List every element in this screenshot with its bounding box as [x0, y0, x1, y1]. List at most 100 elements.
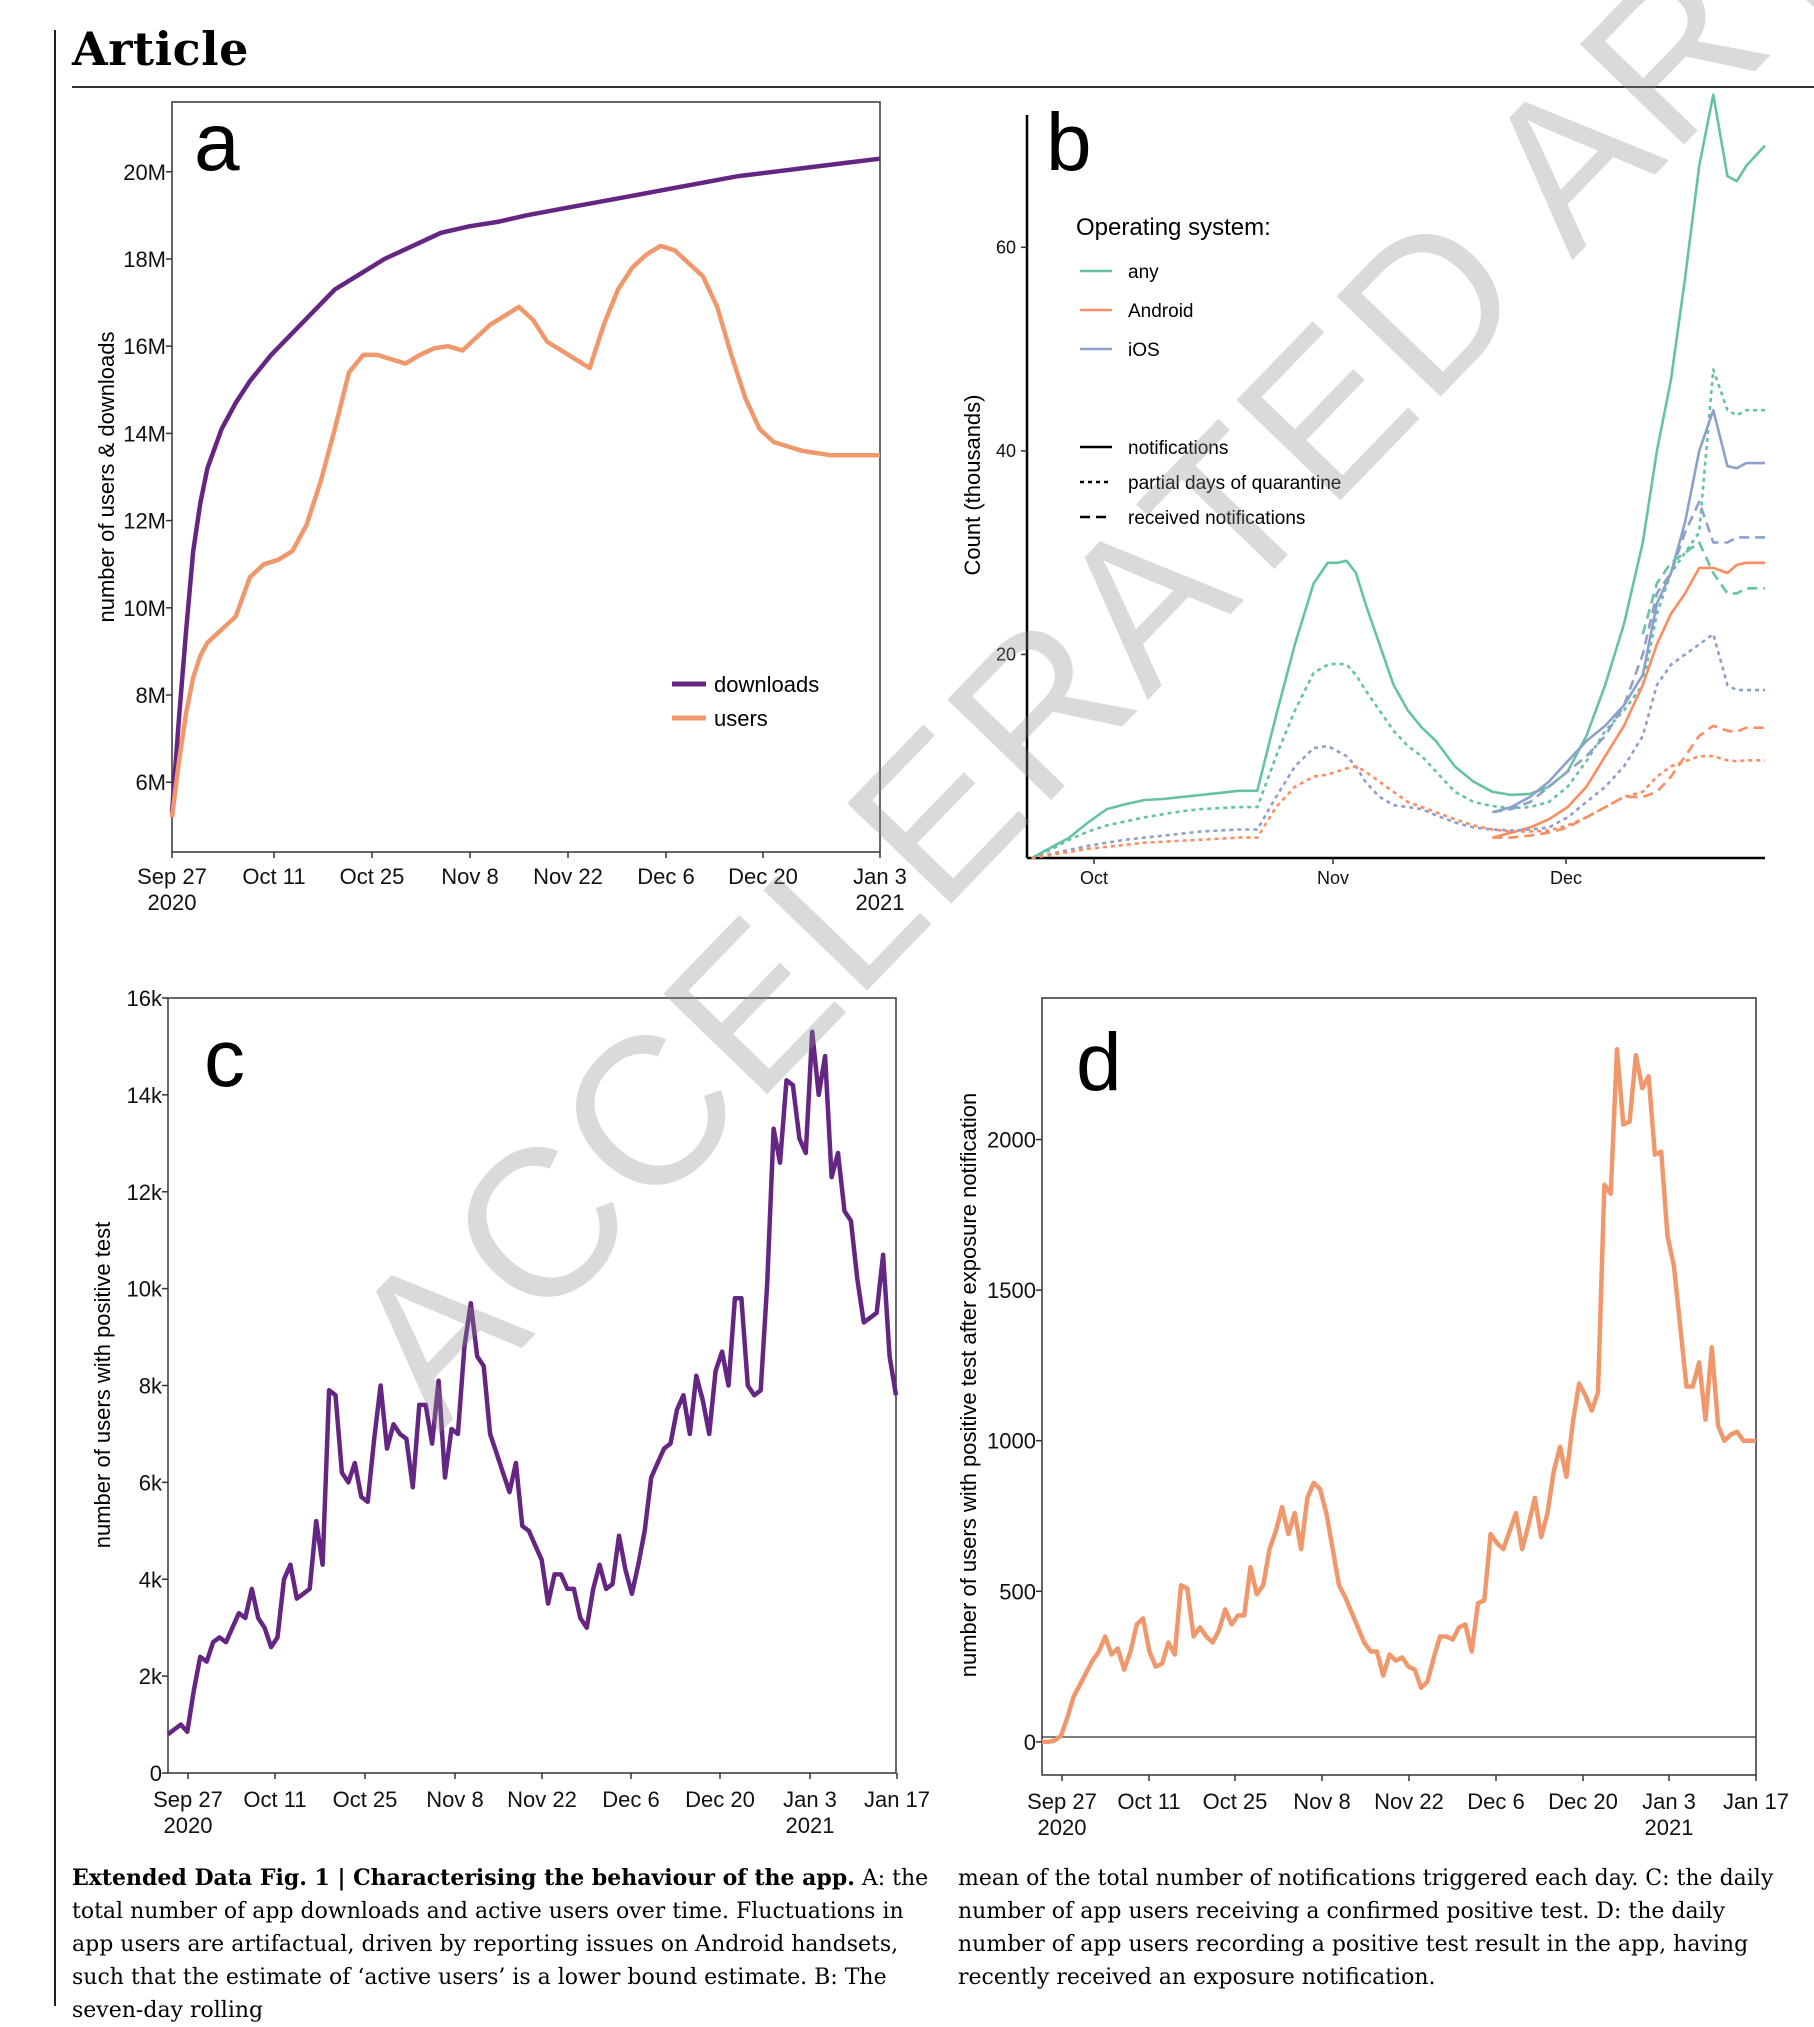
panel-c-y-tick-label: 10k — [127, 1277, 163, 1302]
panel-a-x-tick-label: Oct 25 — [340, 864, 405, 889]
panel-c-label: c — [204, 1013, 245, 1104]
panel-a-y-tick-label: 10M — [123, 596, 166, 621]
panel-a-y-tick-label: 8M — [135, 683, 166, 708]
legend-label-partial-days: partial days of quarantine — [1128, 473, 1341, 494]
panel-a-y-tick-label: 16M — [123, 334, 166, 359]
panel-c-y-axis-title: number of users with positive test — [90, 1222, 115, 1548]
panel-d-x-tick-label-line-0: Sep 27 — [1027, 1789, 1097, 1814]
panel-b-y-tick-label: 20 — [996, 644, 1016, 664]
panel-c-x-tick-label-line-1: 2020 — [164, 1813, 213, 1838]
panel-b-series-android-notifications — [1492, 561, 1765, 839]
panel-c-y-tick-label: 6k — [139, 1470, 163, 1495]
panel-d-x-tick-label: Oct 25 — [1203, 1789, 1268, 1814]
panel-b-series-any-partial-days-of-quarantine — [1031, 368, 1765, 860]
panel-a-series-downloads — [169, 156, 881, 813]
panel-a-x-tick-label: Oct 11 — [242, 864, 305, 889]
panel-d-x-tick-label-line-0: Jan 3 — [1642, 1789, 1696, 1814]
figure-caption-right: mean of the total number of notification… — [958, 1866, 1774, 1990]
panel-c-x-tick-label: Nov 8 — [426, 1787, 483, 1812]
panel-c-y-tick-label: 0 — [150, 1761, 162, 1786]
panel-b-x-tick-label: Nov — [1317, 868, 1349, 888]
panel-c-y-tick-label: 4k — [139, 1567, 163, 1592]
panel-b-series-ios-notifications — [1492, 408, 1765, 814]
panel-d-y-axis-title: number of users with positive test after… — [956, 1093, 981, 1678]
panel-c-x-tick-label-line-0: Jan 3 — [783, 1787, 837, 1812]
panel-a-y-tick-label: 12M — [123, 509, 166, 534]
panel-c-x-tick-label-line-1: 2021 — [786, 1813, 835, 1838]
panel-a-series-users — [169, 243, 880, 818]
panel-b-x-tick-label: Dec — [1550, 868, 1582, 888]
panel-a-x-tick-label: Dec 20 — [728, 864, 798, 889]
panel-c-series-line — [166, 1029, 899, 1737]
panel-d-y-tick-label: 1000 — [987, 1429, 1036, 1454]
panel-a-frame — [171, 101, 881, 853]
panel-d-x-tick-label: Nov 22 — [1374, 1789, 1444, 1814]
panel-a-x-tick-label-line-0: Jan 3 — [853, 864, 907, 889]
panel-d-y-tick-label: 0 — [1024, 1730, 1036, 1755]
panel-a-x-tick-label: Dec 6 — [637, 864, 694, 889]
legend-label-any: any — [1128, 262, 1159, 283]
panel-b-series-android-partial-days-of-quarantine — [1031, 754, 1765, 860]
caption-text-left: A: the total number of app downloads and… — [72, 1866, 929, 2023]
panel-a-x-tick-label-line-1: 2021 — [856, 890, 905, 915]
panel-b-x-tick-label: Oct — [1080, 868, 1108, 888]
page-header-title: Article — [72, 22, 249, 76]
panel-d-frame — [1041, 997, 1757, 1776]
margin-rule — [54, 30, 56, 2006]
legend-label-received: received notifications — [1128, 508, 1305, 529]
panel-c-y-tick-label: 2k — [139, 1664, 163, 1689]
legend-label-android: Android — [1128, 301, 1194, 322]
panel-d-x-tick-label: Dec 20 — [1548, 1789, 1618, 1814]
panel-c-x-tick-label: Oct 11 — [243, 1787, 306, 1812]
panel-d-y-tick-label: 500 — [999, 1579, 1036, 1604]
panel-c-y-tick-label: 16k — [127, 986, 163, 1011]
panel-c-frame — [167, 997, 897, 1774]
panel-c-x-tick-label: Jan 17 — [864, 1787, 930, 1812]
panel-a-x-tick-label-line-0: Sep 27 — [137, 864, 207, 889]
panel-d-y-tick-label: 2000 — [987, 1128, 1036, 1153]
panel-d-x-tick-label-line-1: 2021 — [1645, 1815, 1694, 1840]
panel-a-y-axis-title: number of users & downloads — [94, 331, 119, 622]
panel-d-x-tick-label: Oct 11 — [1117, 1789, 1180, 1814]
panel-c-y-tick-label: 8k — [139, 1374, 163, 1399]
panel-b-y-tick-label: 60 — [996, 237, 1016, 257]
legend-title-operating-system: Operating system: — [1076, 214, 1271, 241]
panel-c-x-tick-label: Oct 25 — [333, 1787, 398, 1812]
panel-d-x-tick-label-line-1: 2020 — [1038, 1815, 1087, 1840]
panel-d-y-tick-label: 1500 — [987, 1278, 1036, 1303]
panel-c-x-tick-label-line-0: Sep 27 — [153, 1787, 223, 1812]
panel-a-x-tick-label: Nov 22 — [533, 864, 603, 889]
panel-a-y-tick-label: 20M — [123, 160, 166, 185]
panel-a-y-tick-label: 18M — [123, 247, 166, 272]
panel-d-series-line — [1042, 1046, 1756, 1745]
legend-label-downloads: downloads — [714, 672, 819, 697]
panel-b-series-android-received-notifications — [1492, 724, 1765, 839]
header-rule — [72, 86, 1814, 88]
panel-b-legend: Operating system: any Android iOS notifi… — [1076, 214, 1341, 529]
panel-b-series-ios-partial-days-of-quarantine — [1031, 632, 1765, 860]
panel-d-x-tick-label: Dec 6 — [1467, 1789, 1524, 1814]
legend-label-ios: iOS — [1128, 340, 1160, 361]
panel-c-y-tick-label: 14k — [127, 1083, 163, 1108]
panel-c-y-tick-label: 12k — [127, 1180, 163, 1205]
figure-caption-left: Extended Data Fig. 1 | Characterising th… — [72, 1862, 932, 2027]
panel-d-label: d — [1076, 1017, 1122, 1108]
panel-c-x-tick-label: Dec 20 — [685, 1787, 755, 1812]
panel-a-legend: downloads users — [672, 672, 819, 731]
panel-d-x-tick-label: Jan 17 — [1723, 1789, 1789, 1814]
legend-label-users: users — [714, 706, 768, 731]
panel-b-series-any-notifications — [1031, 93, 1766, 860]
panel-b-y-axis-title: Count (thousands) — [960, 395, 985, 576]
caption-bold-title: Extended Data Fig. 1 | Characterising th… — [72, 1865, 855, 1891]
legend-label-notifications: notifications — [1128, 438, 1228, 459]
panel-a-y-tick-label: 6M — [135, 770, 166, 795]
panel-b-label: b — [1046, 97, 1092, 188]
panel-c-x-tick-label: Dec 6 — [602, 1787, 659, 1812]
panel-a-x-tick-label: Nov 8 — [441, 864, 498, 889]
panel-a-x-tick-label-line-1: 2020 — [148, 890, 197, 915]
panel-d-x-tick-label: Nov 8 — [1293, 1789, 1350, 1814]
panel-c-x-tick-label: Nov 22 — [507, 1787, 577, 1812]
panel-b-y-tick-label: 40 — [996, 441, 1016, 461]
